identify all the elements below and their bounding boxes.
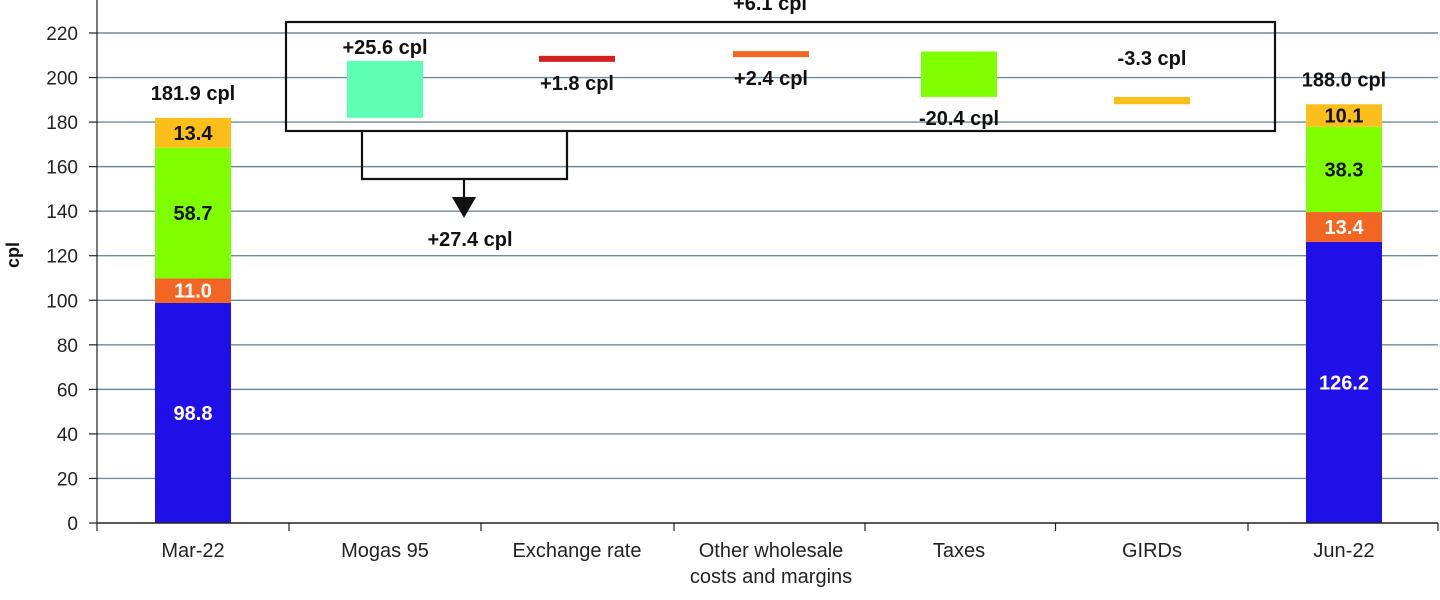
bar-total-label: 181.9 cpl	[151, 83, 236, 105]
y-tick-label: 60	[57, 380, 78, 401]
change-bar	[347, 60, 423, 118]
group-box-label: +6.1 cpl	[733, 0, 807, 15]
y-tick-label: 80	[57, 336, 78, 357]
x-tick-label-fx: Exchange rate	[513, 540, 642, 562]
bar-segment	[155, 278, 231, 303]
change-label: -20.4 cpl	[919, 108, 999, 130]
y-tick-label: 140	[46, 202, 78, 223]
bar-total-label: 188.0 cpl	[1302, 69, 1387, 91]
bracket-label: +27.4 cpl	[427, 229, 512, 251]
x-tick-label-other: Other wholesale costs and margins	[690, 540, 852, 588]
y-tick-label: 200	[46, 69, 78, 90]
bar-segment-label: 98.8	[174, 403, 213, 425]
bracket	[360, 131, 569, 181]
bar-segment	[1306, 126, 1382, 213]
bar-segment-label: 11.0	[174, 281, 212, 303]
bar-segment-label: 58.7	[174, 203, 213, 225]
y-tick-label: 0	[67, 514, 78, 535]
bar-segment-label: 126.2	[1319, 372, 1369, 394]
change-bar	[733, 51, 809, 58]
bar-segment	[155, 147, 231, 279]
bar-segment	[1306, 241, 1382, 523]
group-box	[284, 20, 1277, 133]
y-tick-label: 160	[46, 158, 78, 179]
y-tick-label: 20	[57, 469, 78, 490]
change-bar	[539, 55, 615, 62]
bars: 98.8 11.0 58.7 13.4 181.9 cpl 126.2 13.4 38.3 10…	[151, 37, 1387, 523]
change-bar	[1114, 96, 1190, 105]
y-tick-label: 100	[46, 291, 78, 312]
y-axis-label: cpl	[3, 242, 23, 268]
bar-segment-label: 13.4	[1325, 217, 1365, 239]
x-tick-label-jun: Jun-22	[1313, 540, 1374, 562]
change-label: -3.3 cpl	[1118, 48, 1187, 70]
bar-segment	[155, 302, 231, 523]
change-label: +2.4 cpl	[734, 68, 808, 90]
change-bar	[921, 51, 997, 97]
change-label: +1.8 cpl	[540, 73, 614, 95]
bar-segment	[155, 117, 231, 148]
bar-segment-label: 38.3	[1325, 159, 1364, 181]
y-tick-label: 220	[46, 24, 78, 45]
arrow-down-icon	[452, 197, 476, 218]
y-tick-label: 180	[46, 113, 78, 134]
annotations: +6.1 cpl +27.4 cpl	[284, 0, 1277, 251]
y-tick-label: 40	[57, 425, 78, 446]
y-axis: 0 20 40 60 80 100 120 140 160 180 200 220	[46, 0, 98, 535]
y-tick-label: 120	[46, 247, 78, 268]
bar-segment	[1306, 104, 1382, 127]
gridlines	[97, 32, 1438, 480]
x-tick-label-taxes: Taxes	[933, 540, 985, 562]
bar-segment-label: 13.4	[174, 123, 214, 145]
bar-segment-label: 10.1	[1325, 106, 1364, 128]
x-axis: Mar-22 Mogas 95 Exchange rate Other wholesa…	[96, 522, 1439, 588]
x-tick-label-mar: Mar-22	[161, 540, 224, 562]
x-tick-label-mogas: Mogas 95	[341, 540, 429, 562]
x-tick-label-girds: GIRDs	[1122, 540, 1182, 562]
change-label: +25.6 cpl	[342, 37, 427, 59]
bar-segment	[1306, 212, 1382, 242]
